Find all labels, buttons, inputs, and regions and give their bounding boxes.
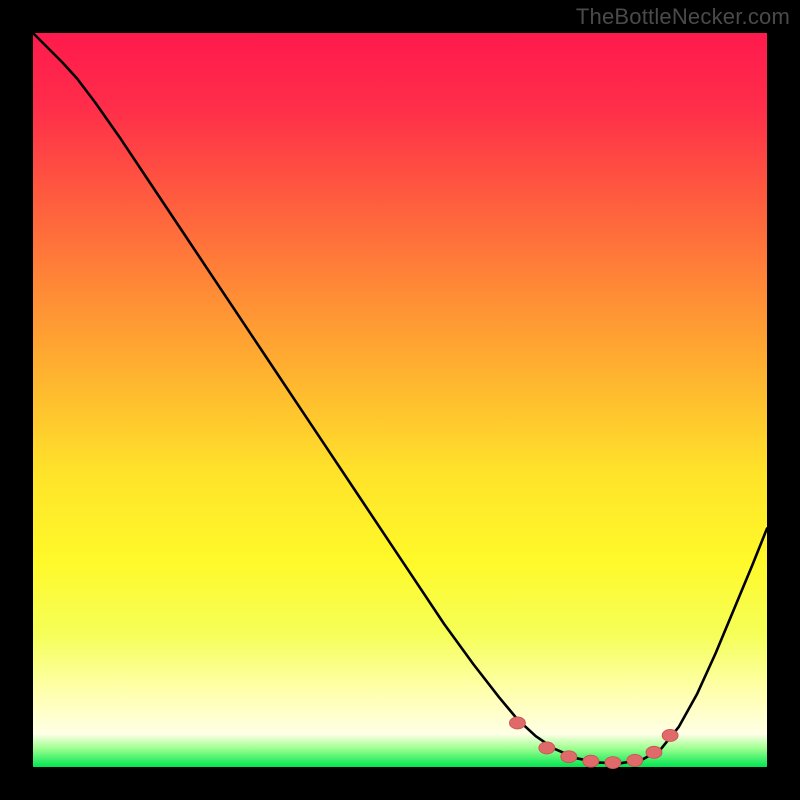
plot-area [33, 33, 767, 767]
curve-marker [539, 742, 555, 754]
curve-marker [509, 717, 525, 729]
curve-marker [605, 757, 621, 769]
curve-marker [662, 729, 678, 741]
plot-background [33, 33, 767, 767]
chart-canvas: TheBottleNecker.com [0, 0, 800, 800]
curve-marker [646, 746, 662, 758]
curve-marker [627, 754, 643, 766]
curve-marker [583, 755, 599, 767]
chart-svg [33, 33, 767, 767]
curve-marker [561, 751, 577, 763]
watermark-text: TheBottleNecker.com [576, 4, 790, 30]
